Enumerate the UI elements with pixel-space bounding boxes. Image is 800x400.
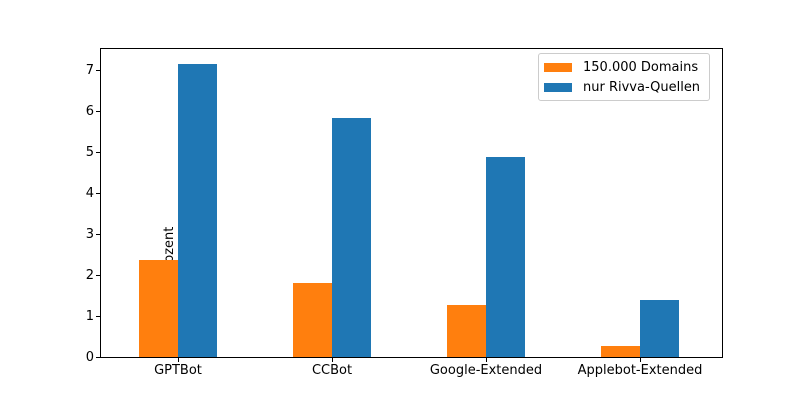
bar-150-000-domains-gptbot [139,260,178,357]
y-tick-label: 3 [85,226,94,242]
legend-item-domains: 150.000 Domains [544,57,700,77]
y-tick-label: 7 [85,63,94,79]
bar-150-000-domains-ccbot [293,283,332,357]
y-tick-mark [96,70,100,72]
x-tick-mark [332,358,333,362]
y-tick-label: 4 [85,185,94,201]
y-tick-mark [96,192,100,194]
y-tick-mark [96,315,100,317]
legend-swatch-orange [544,62,572,72]
bar-nur-rivva-quellen-applebot-extended [640,300,679,357]
legend-label-domains: 150.000 Domains [583,59,699,75]
bar-nur-rivva-quellen-google-extended [486,157,525,357]
y-tick-mark [96,233,100,235]
x-tick-label-google-extended: Google-Extended [429,363,543,378]
x-tick-mark [640,358,641,362]
x-tick-label-gptbot: GPTBot [154,363,202,378]
y-tick-label: 1 [85,308,94,324]
y-tick-label: 5 [85,144,94,160]
bar-150-000-domains-applebot-extended [601,346,640,357]
y-tick-mark [96,151,100,153]
legend-label-rivva: nur Rivva-Quellen [583,79,701,95]
x-tick-mark [178,358,179,362]
y-tick-mark [96,356,100,358]
x-tick-label-applebot-extended: Applebot-Extended [577,363,703,378]
y-tick-mark [96,274,100,276]
y-tick-label: 6 [85,104,94,120]
y-tick-label: 0 [85,349,94,365]
y-tick-mark [96,111,100,113]
legend-swatch-blue [544,82,572,92]
bar-nur-rivva-quellen-gptbot [178,64,217,357]
legend-item-rivva: nur Rivva-Quellen [544,77,700,97]
bar-nur-rivva-quellen-ccbot [332,118,371,357]
x-tick-label-ccbot: CCBot [311,363,353,378]
y-tick-label: 2 [85,267,94,283]
bar-150-000-domains-google-extended [447,305,486,357]
x-tick-mark [486,358,487,362]
legend: 150.000 Domains nur Rivva-Quellen [538,53,711,101]
